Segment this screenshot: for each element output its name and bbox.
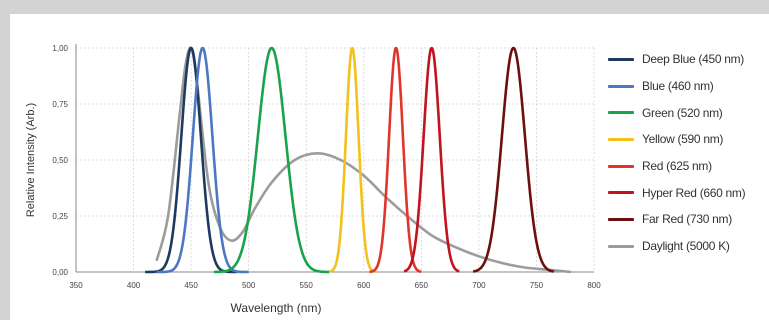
legend-swatch (608, 244, 634, 248)
x-axis-label: Wavelength (nm) (231, 301, 322, 315)
x-tick-label: 800 (587, 281, 601, 290)
x-tick-label: 750 (530, 281, 544, 290)
x-tick-label: 550 (300, 281, 314, 290)
series-line (213, 46, 330, 274)
legend-swatch (608, 217, 634, 221)
legend-swatch (608, 191, 634, 195)
legend-label: Green (520 nm) (642, 105, 723, 120)
legend-item: Far Red (730 nm) (608, 206, 769, 233)
series-line (155, 46, 250, 274)
series-line (328, 46, 377, 273)
y-tick-label: 0,25 (52, 212, 68, 221)
x-tick-label: 450 (184, 281, 198, 290)
legend-label: Far Red (730 nm) (642, 212, 732, 227)
legend-swatch (608, 164, 634, 168)
x-tick-label: 500 (242, 281, 256, 290)
legend-label: Blue (460 nm) (642, 79, 714, 94)
x-tick-label: 650 (415, 281, 429, 290)
legend-item: Yellow (590 nm) (608, 126, 769, 153)
chart-frame: 350 400 450 500 550 600 650 700 750 800 0,00 0,25 0,… (10, 14, 769, 320)
legend-label: Deep Blue (450 nm) (642, 52, 744, 67)
legend-item: Red (625 nm) (608, 153, 769, 180)
legend: Deep Blue (450 nm) Blue (460 nm) Green (52… (608, 46, 769, 260)
y-tick-label: 0,00 (52, 268, 68, 277)
legend-swatch (608, 111, 634, 115)
x-tick-label: 350 (69, 281, 83, 290)
y-tick-label: 1,00 (52, 44, 68, 53)
series-line (472, 46, 555, 273)
legend-swatch (608, 84, 634, 88)
legend-item: Blue (460 nm) (608, 73, 769, 100)
legend-item: Deep Blue (450 nm) (608, 46, 769, 73)
x-tick-label: 700 (472, 281, 486, 290)
legend-item: Green (520 nm) (608, 99, 769, 126)
y-axis-label: Relative Intensity (Arb.) (25, 103, 37, 217)
y-tick-label: 0,75 (52, 100, 68, 109)
y-tick-label: 0,50 (52, 156, 68, 165)
series-line (403, 46, 461, 273)
legend-item: Hyper Red (660 nm) (608, 179, 769, 206)
series-layer (144, 46, 572, 274)
spectrum-chart: 350 400 450 500 550 600 650 700 750 800 0,00 0,25 0,… (25, 44, 601, 315)
legend-label: Hyper Red (660 nm) (642, 185, 746, 200)
legend-swatch (608, 57, 634, 61)
grid (76, 47, 595, 272)
legend-item: Daylight (5000 K) (608, 233, 769, 260)
x-tick-label: 600 (357, 281, 371, 290)
x-tick-label: 400 (127, 281, 141, 290)
legend-label: Yellow (590 nm) (642, 132, 724, 147)
legend-label: Red (625 nm) (642, 159, 712, 174)
series-line (144, 46, 238, 274)
legend-label: Daylight (5000 K) (642, 239, 730, 254)
legend-swatch (608, 137, 634, 141)
